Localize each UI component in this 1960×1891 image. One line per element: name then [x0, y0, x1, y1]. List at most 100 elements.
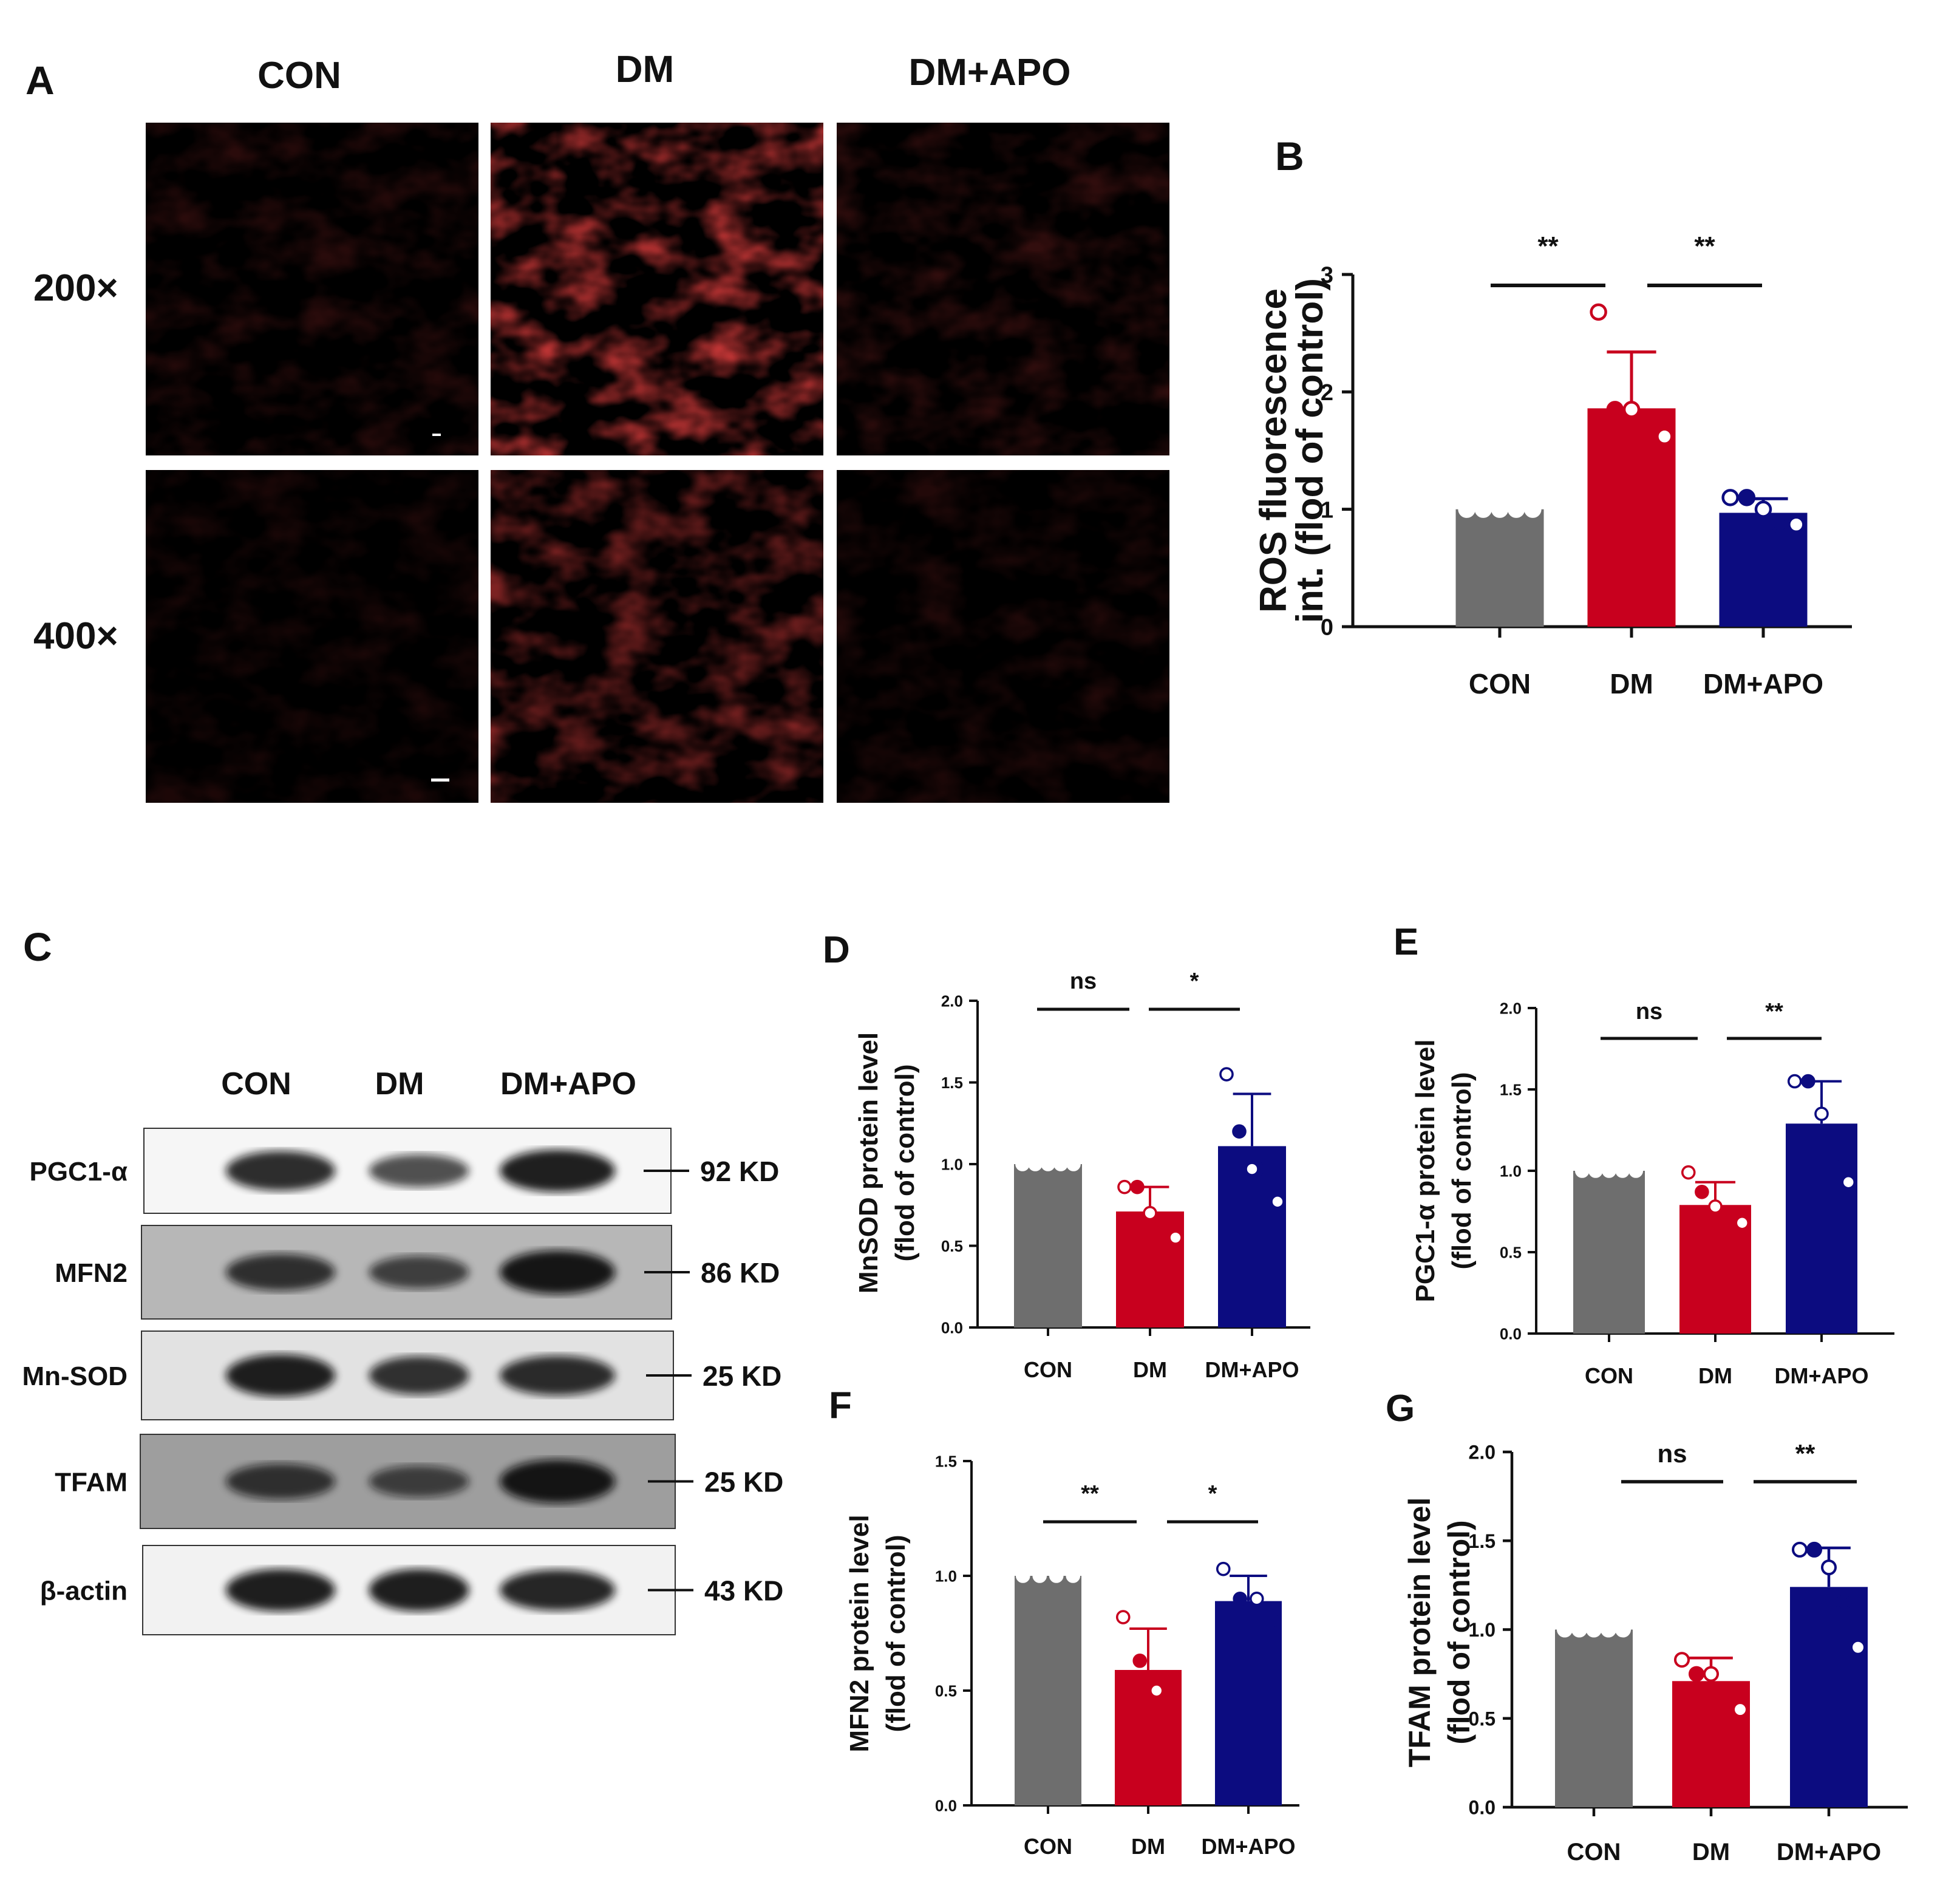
data-point-dm	[1717, 1683, 1734, 1700]
micrograph-400-dm	[491, 470, 823, 803]
data-point-dm	[1155, 1214, 1170, 1228]
y-tick-label: 3	[1321, 263, 1333, 288]
blot-band-dm	[369, 1465, 469, 1497]
bar-con	[1015, 1576, 1081, 1805]
blot-size-label: 92 KD	[700, 1156, 779, 1187]
panel-label: D	[823, 929, 850, 971]
x-tick-label: DM+APO	[1205, 1357, 1299, 1382]
micrograph-fluorescence	[491, 123, 823, 455]
data-point-con	[1015, 1157, 1030, 1171]
blot-size-label: 25 KD	[704, 1467, 783, 1498]
significance-label: **	[1081, 1481, 1099, 1507]
chart-f-mfn2-level: F 0.0 0.5 1.0 1.5 MFN2 protein level (flod of …	[829, 1385, 1299, 1859]
data-point-con	[1507, 500, 1525, 518]
micrograph-fluorescence	[837, 470, 1169, 803]
y-tick-label: 1.0	[1469, 1619, 1496, 1641]
data-point-dm-apo	[1754, 500, 1772, 518]
data-point-dm	[1735, 1215, 1750, 1230]
y-tick-label: 0.0	[1469, 1797, 1496, 1819]
blot-protein-label: MFN2	[55, 1258, 128, 1288]
bar-dm-apo	[1215, 1601, 1282, 1805]
data-point-dm-apo	[1835, 1595, 1852, 1611]
micrograph-200-dm	[491, 123, 823, 455]
scale-bar-400x	[431, 779, 449, 782]
data-point-con	[1600, 1621, 1617, 1638]
significance-label: **	[1795, 1439, 1815, 1468]
y-axis-label: MFN2 protein level	[845, 1515, 874, 1752]
y-tick-label: 2	[1321, 380, 1333, 406]
blot-band-dm-apo	[500, 1150, 615, 1192]
y-tick-label: 0.5	[935, 1681, 957, 1700]
data-point-dm	[1115, 1610, 1131, 1624]
blot-band-con	[226, 1569, 335, 1612]
x-tick-label: CON	[1024, 1834, 1072, 1859]
data-point-dm-apo	[1791, 1541, 1808, 1558]
data-point-dm-apo	[1801, 1074, 1815, 1089]
y-tick-label: 0.0	[941, 1318, 963, 1337]
lane-label-con: CON	[221, 1066, 291, 1102]
panel-label: B	[1275, 134, 1304, 179]
data-point-dm-apo	[1820, 1559, 1837, 1576]
data-point-dm-apo	[1771, 516, 1789, 534]
data-point-con	[1066, 1569, 1081, 1583]
data-point-con	[1032, 1569, 1047, 1583]
bar-con	[1555, 1629, 1633, 1807]
column-label-dm: DM	[616, 49, 674, 90]
data-point-dm-apo	[1828, 1147, 1842, 1162]
data-point-dm-apo	[1216, 1561, 1231, 1576]
blot-band-dm	[369, 1255, 469, 1289]
micrograph-fluorescence	[491, 470, 823, 803]
data-point-con	[1615, 1621, 1632, 1638]
blot-tfam: TFAM 25 KD	[55, 1434, 783, 1529]
data-point-dm	[1656, 428, 1673, 446]
significance-label: *	[1208, 1481, 1217, 1507]
y-tick-label: 0.0	[935, 1796, 957, 1814]
data-point-dm-apo	[1806, 1541, 1823, 1558]
data-point-con	[1028, 1157, 1043, 1171]
data-point-dm	[1639, 428, 1657, 446]
data-point-dm	[1688, 1666, 1705, 1682]
significance-label: *	[1190, 969, 1199, 994]
blot-protein-label: Mn-SOD	[22, 1361, 128, 1391]
bar-con	[1573, 1171, 1645, 1334]
data-point-con	[1049, 1569, 1064, 1583]
y-axis-label: int. (flod of control)	[1289, 278, 1331, 623]
data-point-dm	[1721, 1215, 1736, 1230]
x-tick-label: DM	[1131, 1834, 1165, 1859]
data-point-con	[1041, 1157, 1055, 1171]
micrograph-200-con	[146, 123, 478, 455]
significance-label: ns	[1070, 969, 1097, 994]
data-point-dm-apo	[1814, 1106, 1829, 1121]
blot-band-dm-apo	[500, 1355, 615, 1395]
y-axis-label: (flod of control)	[881, 1535, 911, 1732]
data-point-dm	[1732, 1702, 1749, 1718]
micrograph-fluorescence	[146, 123, 478, 455]
x-tick-label: DM+APO	[1777, 1839, 1881, 1865]
x-tick-label: DM	[1692, 1839, 1730, 1865]
y-tick-label: 0.5	[1500, 1243, 1522, 1261]
significance-label: **	[1765, 999, 1783, 1024]
column-label-dm-apo: DM+APO	[909, 52, 1071, 94]
x-tick-label: CON	[1585, 1363, 1633, 1388]
micrograph-400-dm-apo	[837, 470, 1169, 803]
x-tick-label: DM	[1133, 1357, 1167, 1382]
data-point-con	[1615, 1164, 1630, 1178]
y-tick-label: 0	[1321, 615, 1333, 641]
y-axis-label: MnSOD protein level	[854, 1032, 883, 1293]
blot-band-dm	[369, 1356, 469, 1395]
bar-dm	[1116, 1211, 1184, 1327]
data-point-dm-apo	[1245, 1162, 1259, 1176]
data-point-con	[1602, 1164, 1616, 1178]
panel-label: E	[1393, 921, 1418, 963]
micrograph-fluorescence	[837, 123, 1169, 455]
data-point-dm-apo	[1249, 1592, 1264, 1606]
x-tick-label: DM	[1610, 668, 1653, 700]
x-tick-label: DM+APO	[1703, 668, 1823, 700]
data-point-con	[1066, 1157, 1081, 1171]
data-point-dm-apo	[1788, 516, 1805, 534]
data-point-con	[1628, 1164, 1644, 1178]
blot-band-con	[226, 1253, 335, 1291]
data-point-dm-apo	[1270, 1194, 1285, 1209]
data-point-dm-apo	[1232, 1124, 1247, 1139]
